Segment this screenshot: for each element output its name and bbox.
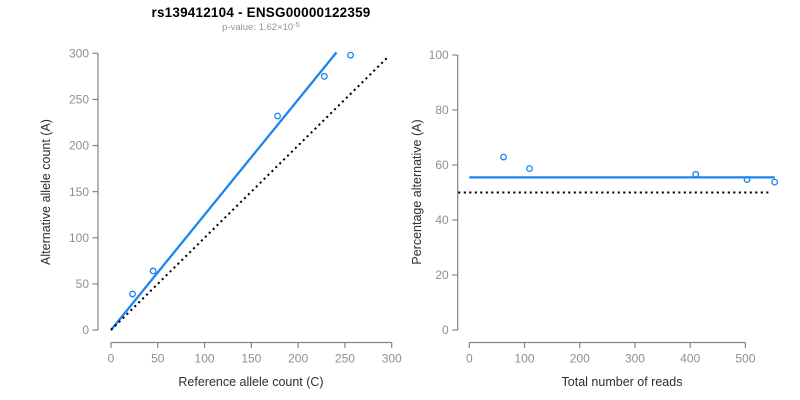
data-point (149, 267, 157, 275)
x-tick-label: 300 (625, 352, 645, 366)
data-point (743, 176, 751, 184)
data-point (692, 170, 700, 178)
data-point (500, 153, 507, 161)
panel-allele-counts: 0 50 100 150 200 250 300 0 50 100 150 200 250 300 Refe… (39, 47, 402, 389)
x-tick-label: 200 (288, 352, 308, 366)
y-tick-label: 200 (69, 139, 89, 153)
pvalue-exponent: -5 (293, 19, 300, 29)
fit-line (110, 51, 338, 331)
data-point (274, 112, 282, 120)
y-tick-label: 250 (69, 93, 89, 107)
x-tick-label: 0 (466, 352, 473, 366)
figure-subtitle: p-value: 1.62×10-5 (222, 19, 300, 34)
y-tick-label: 0 (82, 323, 89, 337)
x-tick-label: 0 (108, 352, 115, 366)
y-tick-label: 100 (69, 231, 89, 245)
x-tick-label: 50 (151, 352, 165, 366)
y-axis-title: Percentage alternative (A) (410, 119, 424, 264)
x-tick-label: 100 (195, 352, 215, 366)
y-tick-label: 80 (435, 103, 449, 117)
data-point (526, 165, 533, 173)
y-tick-label: 50 (76, 277, 90, 291)
x-tick-label: 250 (335, 352, 355, 366)
x-tick-label: 150 (241, 352, 261, 366)
x-axis-title: Total number of reads (562, 375, 683, 389)
data-point (320, 72, 328, 80)
x-tick-label: 500 (735, 352, 755, 366)
data-point (129, 290, 136, 298)
y-tick-label: 20 (435, 268, 449, 282)
identity-line (110, 56, 389, 331)
panel-percentage-vs-depth: 0 20 40 60 80 100 0 100 200 300 400 500 Total number… (410, 48, 779, 389)
x-tick-label: 100 (515, 352, 535, 366)
y-axis-title: Alternative allele count (A) (39, 119, 53, 265)
y-tick-label: 300 (69, 47, 89, 61)
y-tick-label: 60 (435, 158, 449, 172)
data-point (771, 178, 779, 186)
y-tick-label: 150 (69, 185, 89, 199)
y-tick-label: 100 (429, 48, 449, 62)
x-tick-label: 300 (382, 352, 402, 366)
x-axis-title: Reference allele count (C) (178, 375, 323, 389)
y-tick-label: 0 (442, 323, 449, 337)
pvalue-text: p-value: 1.62×10 (222, 22, 294, 33)
x-tick-label: 200 (570, 352, 590, 366)
x-tick-label: 400 (680, 352, 700, 366)
data-point (347, 51, 354, 59)
y-tick-label: 40 (435, 213, 449, 227)
figure-title: rs139412104 - ENSG00000122359 (151, 5, 371, 20)
